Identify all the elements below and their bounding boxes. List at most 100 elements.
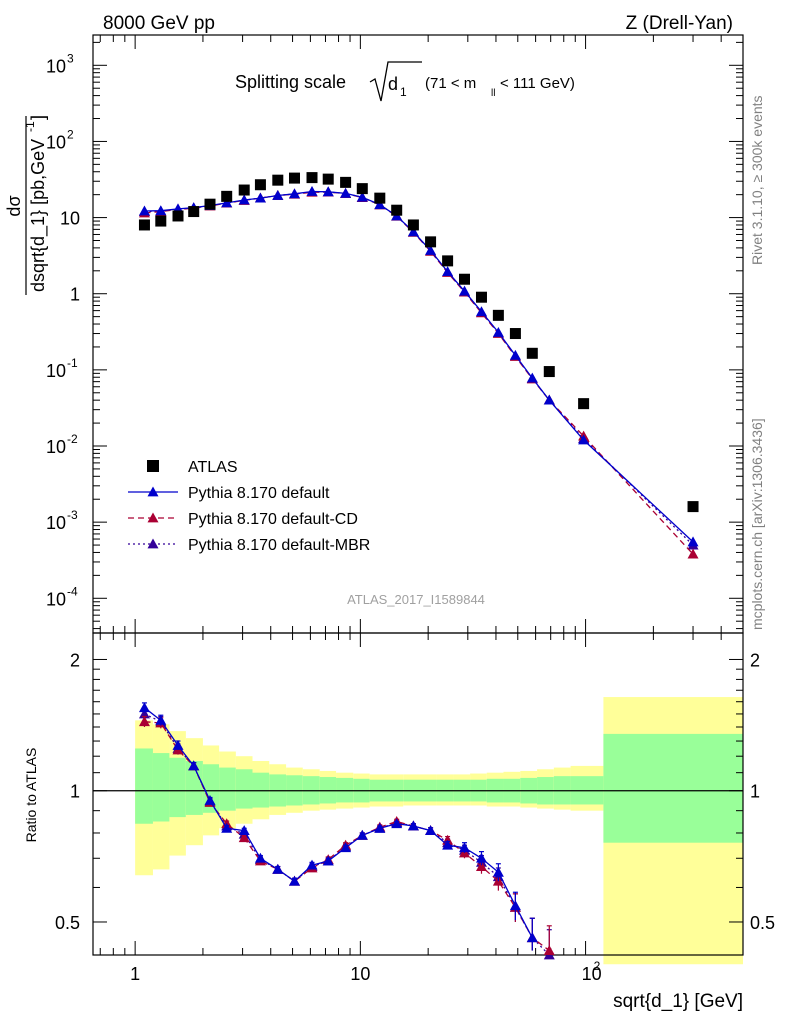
ratio-marker xyxy=(204,794,216,805)
data-marker xyxy=(172,210,184,222)
mc-marker xyxy=(254,192,266,203)
legend-label: Pythia 8.170 default-CD xyxy=(188,511,358,528)
uncertainty-band-inner xyxy=(235,769,253,809)
main-title: Splitting scale d 1 (71 < m ll < 111 GeV… xyxy=(235,61,575,102)
data-marker xyxy=(322,173,334,185)
legend-marker xyxy=(147,486,159,497)
ratio-marker xyxy=(238,832,250,843)
legend-label: ATLAS xyxy=(188,459,238,476)
y-tick-label-exponent: 2 xyxy=(67,127,74,141)
data-marker xyxy=(204,198,216,210)
title-suffix-sub: ll xyxy=(491,88,495,99)
uncertainty-band-inner xyxy=(185,760,203,815)
data-marker xyxy=(458,273,470,285)
ratio-marker xyxy=(322,855,334,866)
uncertainty-band-inner xyxy=(152,753,170,822)
ratio-marker xyxy=(442,839,454,850)
y-axis-label: dσ dsqrt{d_1} [pb,GeV -1 ] xyxy=(4,115,49,295)
ratio-marker xyxy=(188,760,200,771)
ratio-marker xyxy=(172,739,184,750)
ratio-marker xyxy=(458,842,470,853)
ratio-marker xyxy=(155,714,167,725)
ylabel-denominator-sup: -1 xyxy=(23,121,37,132)
ratio-y-tick-label-right: 0.5 xyxy=(750,913,775,933)
ratio-marker xyxy=(543,945,555,955)
mc-marker xyxy=(272,189,284,200)
header-right: Z (Drell-Yan) xyxy=(626,13,733,34)
mc-marker xyxy=(543,394,555,405)
title-prefix: Splitting scale xyxy=(235,72,346,92)
data-marker xyxy=(526,347,538,359)
mc-marker xyxy=(322,186,334,197)
ratio-marker xyxy=(391,818,403,829)
data-marker xyxy=(306,172,318,184)
title-suffix: (71 < m xyxy=(425,75,476,92)
mc-marker xyxy=(306,186,318,196)
legend: ATLAS Pythia 8.170 default Pythia 8.170 de… xyxy=(128,459,370,554)
ratio-marker xyxy=(425,825,437,836)
title-symbol-sub: 1 xyxy=(400,85,407,99)
data-marker xyxy=(374,192,386,204)
y-tick-label: 1 xyxy=(70,285,80,305)
mc-marker xyxy=(578,434,590,445)
ylabel-numerator: dσ xyxy=(4,195,24,216)
legend-label: Pythia 8.170 default xyxy=(188,485,330,502)
ratio-marker xyxy=(138,716,150,727)
analysis-id: ATLAS_2017_I1589844 xyxy=(347,592,485,607)
y-tick-label: 10 xyxy=(46,513,66,533)
header-left: 8000 GeV pp xyxy=(103,13,215,34)
ratio-marker xyxy=(492,866,504,877)
rivet-label: Rivet 3.1.10, ≥ 300k events xyxy=(749,95,765,265)
legend-label: Pythia 8.170 default-MBR xyxy=(188,537,370,554)
mc-marker xyxy=(458,285,470,296)
data-marker xyxy=(425,236,437,248)
x-tick-label: 10 xyxy=(582,964,602,984)
data-marker xyxy=(578,398,590,410)
data-marker xyxy=(138,219,150,231)
y-tick-label: 10 xyxy=(60,209,80,229)
mc-marker xyxy=(138,205,150,216)
ratio-marker xyxy=(138,708,150,719)
ratio-y-tick-label: 2 xyxy=(70,650,80,670)
y-tick-label-exponent: 3 xyxy=(67,51,74,65)
mcplots-label: mcplots.cern.ch [arXiv:1306.3436] xyxy=(749,418,765,630)
data-marker xyxy=(475,291,487,303)
x-tick-label: 1 xyxy=(130,964,140,984)
sqrt-sign xyxy=(369,61,422,102)
legend-marker-atlas xyxy=(147,460,159,472)
ratio-marker xyxy=(374,822,386,833)
data-marker xyxy=(442,255,454,267)
data-marker xyxy=(492,309,504,321)
data-marker xyxy=(254,179,266,191)
ratio-y-label: Ratio to ATLAS xyxy=(23,748,39,843)
uncertainty-band-inner xyxy=(252,772,270,808)
title-suffix-end: < 111 GeV) xyxy=(500,75,575,92)
uncertainty-band-inner xyxy=(169,757,186,818)
data-marker xyxy=(238,184,250,196)
ratio-marker xyxy=(475,852,487,863)
data-marker xyxy=(509,328,521,340)
x-tick-label-exponent: 2 xyxy=(594,959,601,973)
data-marker xyxy=(391,204,403,216)
ratio-y-tick-label-right: 2 xyxy=(750,650,760,670)
y-tick-label-exponent: -3 xyxy=(67,508,78,522)
data-marker xyxy=(221,190,233,202)
mc-marker xyxy=(492,326,504,337)
data-marker xyxy=(356,183,368,195)
mc-marker xyxy=(442,266,454,277)
mc-marker xyxy=(288,188,300,199)
mc-marker xyxy=(407,226,419,237)
x-tick-label: 10 xyxy=(350,964,370,984)
uncertainty-band-inner xyxy=(603,733,743,843)
ylabel-denominator-end: ] xyxy=(28,115,48,120)
data-marker xyxy=(272,174,284,186)
data-marker xyxy=(340,176,352,188)
legend-marker xyxy=(147,512,159,523)
data-marker xyxy=(288,172,300,184)
x-axis-label: sqrt{d_1} [GeV] xyxy=(613,991,743,1012)
data-marker xyxy=(407,219,419,231)
ratio-marker xyxy=(272,863,284,874)
